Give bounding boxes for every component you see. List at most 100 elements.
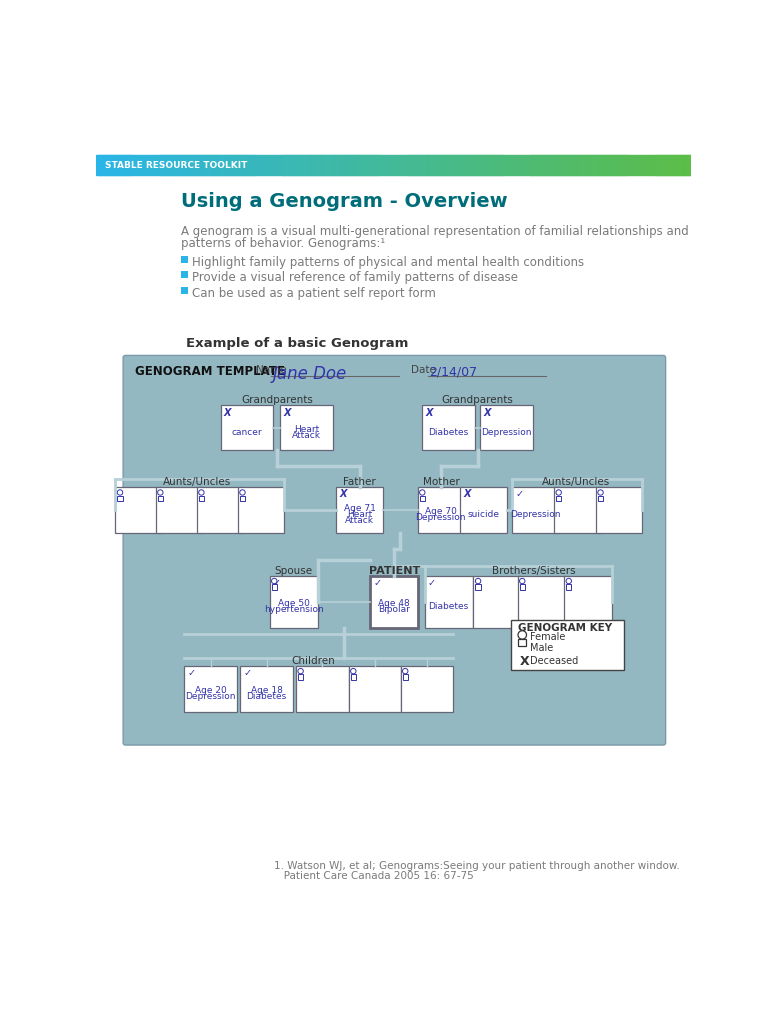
Bar	[316, 156, 319, 175]
Bar	[144, 156, 147, 175]
Bar	[366, 156, 369, 175]
Bar	[627, 156, 631, 175]
Bar	[578, 156, 581, 175]
Bar	[423, 156, 426, 175]
Bar	[427, 156, 430, 175]
Bar	[596, 156, 599, 175]
Bar	[485, 156, 488, 175]
Bar	[441, 156, 444, 175]
Text: Heart: Heart	[294, 425, 319, 434]
Bar	[114, 156, 117, 175]
Text: Diabetes: Diabetes	[429, 428, 468, 437]
Bar	[409, 156, 412, 175]
Text: Male: Male	[530, 643, 553, 653]
Bar	[637, 156, 641, 175]
Bar	[512, 487, 558, 534]
Text: X: X	[484, 408, 491, 418]
Bar	[562, 156, 565, 175]
Bar	[177, 156, 180, 175]
Bar	[213, 156, 216, 175]
Bar	[313, 156, 315, 175]
Bar	[181, 156, 184, 175]
Bar	[419, 496, 425, 501]
Bar	[296, 156, 300, 175]
Bar	[118, 496, 123, 501]
Bar	[260, 156, 263, 175]
Bar	[303, 156, 305, 175]
Text: ✓: ✓	[428, 578, 435, 588]
Bar	[110, 156, 113, 175]
Bar	[467, 156, 470, 175]
Bar	[165, 156, 168, 175]
Bar	[344, 156, 347, 175]
Bar	[382, 156, 385, 175]
Bar	[687, 156, 690, 175]
Bar	[680, 156, 682, 175]
Bar	[457, 156, 460, 175]
Bar	[646, 156, 648, 175]
Bar	[253, 156, 256, 175]
Text: Female: Female	[530, 632, 565, 642]
Text: Spouse: Spouse	[275, 565, 313, 575]
Bar	[473, 575, 521, 628]
Bar	[644, 156, 647, 175]
Bar	[358, 156, 361, 175]
Bar	[187, 156, 190, 175]
Bar	[241, 156, 243, 175]
Bar	[290, 156, 293, 175]
Bar	[189, 156, 192, 175]
Bar	[518, 575, 566, 628]
Bar	[413, 156, 416, 175]
Bar	[469, 156, 472, 175]
Bar	[554, 156, 557, 175]
Bar	[525, 156, 528, 175]
Bar	[475, 156, 478, 175]
Bar	[100, 156, 103, 175]
FancyBboxPatch shape	[123, 355, 666, 745]
Bar	[507, 156, 509, 175]
Bar	[161, 156, 164, 175]
Bar	[473, 156, 475, 175]
Bar	[461, 156, 464, 175]
Bar	[475, 584, 481, 590]
Bar	[674, 156, 676, 175]
Bar	[164, 156, 166, 175]
Text: Grandparents: Grandparents	[442, 394, 514, 404]
Bar	[294, 156, 297, 175]
Bar	[372, 156, 375, 175]
Bar	[330, 156, 333, 175]
Bar	[336, 487, 382, 534]
Bar	[155, 156, 158, 175]
Text: X: X	[425, 408, 433, 418]
Bar	[542, 156, 545, 175]
Bar	[556, 156, 559, 175]
Bar	[418, 487, 464, 534]
Text: X: X	[463, 489, 471, 500]
Bar	[205, 156, 208, 175]
Bar	[306, 156, 309, 175]
Bar	[556, 496, 561, 501]
Bar	[451, 156, 454, 175]
Bar	[463, 156, 466, 175]
Bar	[349, 666, 402, 712]
Bar	[545, 156, 547, 175]
Bar	[493, 156, 495, 175]
Bar	[184, 666, 237, 712]
Bar	[481, 406, 533, 451]
Bar	[546, 156, 549, 175]
Bar	[360, 156, 362, 175]
Bar	[96, 156, 99, 175]
Bar	[604, 156, 607, 175]
Bar	[374, 156, 376, 175]
Text: Provide a visual reference of family patterns of disease: Provide a visual reference of family pat…	[192, 271, 518, 285]
Bar	[594, 156, 597, 175]
Bar	[269, 156, 271, 175]
Bar	[310, 156, 313, 175]
Bar	[572, 156, 575, 175]
Bar	[447, 156, 450, 175]
Bar	[479, 156, 482, 175]
Bar	[403, 156, 406, 175]
Bar	[238, 487, 284, 534]
Text: Depression: Depression	[482, 428, 532, 437]
Bar	[323, 156, 325, 175]
